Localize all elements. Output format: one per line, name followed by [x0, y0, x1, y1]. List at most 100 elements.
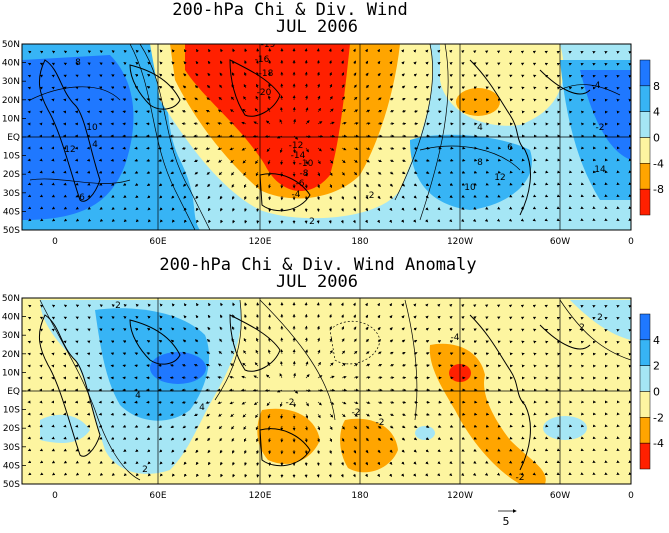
y-tick-label: 10N: [2, 368, 20, 378]
contour-label: -2: [516, 473, 525, 483]
contour-label: 6: [79, 193, 85, 203]
contour-label: 4: [92, 140, 98, 150]
contour-label: -2: [376, 418, 385, 428]
contour-label: -20: [257, 88, 272, 98]
colorbar-swatch: [640, 112, 650, 138]
x-tick-label: 120E: [249, 237, 272, 247]
panel2-subtitle: JUL 2006: [276, 272, 358, 292]
x-tick-label: 60E: [149, 237, 166, 247]
contour-label: 10: [464, 183, 476, 193]
contour-label: 12: [494, 173, 505, 183]
contour-label: 8: [477, 158, 483, 168]
y-tick-label: 50N: [2, 294, 20, 304]
y-tick-label: 20N: [2, 350, 20, 360]
contour-label: -2: [352, 408, 361, 418]
contour-label: 12: [64, 145, 75, 155]
x-tick-label: 120W: [447, 237, 473, 247]
y-tick-label: 30S: [3, 189, 20, 199]
y-tick-label: 50N: [2, 40, 20, 50]
contour-label: 4: [135, 391, 141, 401]
contour-label: 2: [115, 301, 121, 311]
reference-vector-label: 5: [503, 515, 510, 528]
contour-label: -16: [255, 55, 270, 65]
colorbar-swatch: [640, 163, 650, 189]
contour-label: 2: [309, 217, 315, 227]
colorbar-label: 2: [653, 360, 660, 373]
y-tick-label: 50S: [3, 226, 20, 236]
colorbar-swatch: [640, 60, 650, 86]
y-tick-label: 20S: [3, 424, 20, 434]
colorbar-label: 8: [653, 80, 660, 93]
y-tick-label: 40S: [3, 461, 20, 471]
y-tick-label: 10S: [3, 152, 20, 162]
x-tick-label: 0: [628, 491, 634, 501]
x-tick-label: 120E: [249, 491, 272, 501]
contour-label: -2: [366, 191, 375, 201]
reference-vector: 5: [498, 511, 516, 528]
contour-label: -10: [299, 159, 314, 169]
colorbar-swatch: [640, 366, 650, 392]
colorbar-label: 0: [653, 386, 660, 399]
colorbar-label: -4: [653, 437, 664, 450]
x-tick-label: 60W: [550, 237, 570, 247]
colorbar-label: -8: [653, 183, 664, 196]
x-tick-label: 180: [351, 237, 368, 247]
y-tick-label: 40N: [2, 59, 20, 69]
contour-label: 10: [86, 123, 98, 133]
y-tick-label: 50S: [3, 480, 20, 490]
panel2-colorbar: 4 2 0 -2 -4: [640, 314, 664, 469]
x-tick-label: 0: [628, 237, 634, 247]
x-tick-label: 60W: [550, 491, 570, 501]
panel1-map: -19-16-18-20-12-14-10-8-6-4-224681012148…: [22, 40, 631, 230]
contour-label: -12: [289, 141, 304, 151]
x-tick-label: 60E: [149, 491, 166, 501]
panel-chi-div-wind-anomaly: 200-hPa Chi & Div. Wind Anomaly JUL 2006: [2, 255, 664, 528]
y-tick-label: 30N: [2, 331, 20, 341]
contour-label: 8: [75, 58, 81, 68]
x-tick-label: 0: [52, 491, 58, 501]
colorbar-swatch: [640, 138, 650, 164]
colorbar-swatch: [640, 340, 650, 366]
y-tick-label: 30S: [3, 443, 20, 453]
panel1-colorbar: 8 4 0 -4 -8: [640, 60, 664, 215]
x-tick-label: 180: [351, 491, 368, 501]
contour-label: 4: [199, 403, 205, 413]
y-tick-label: 40S: [3, 207, 20, 217]
contour-label: -19: [261, 40, 276, 50]
colorbar-swatch: [640, 417, 650, 443]
colorbar-label: 4: [653, 106, 660, 119]
contour-label: 2: [579, 323, 585, 333]
panel-chi-div-wind: 200-hPa Chi & Div. Wind JUL 2006: [2, 0, 664, 247]
contour-label: -6: [296, 179, 305, 189]
colorbar-label: 0: [653, 132, 660, 145]
x-tick-label: 0: [52, 237, 58, 247]
contour-label: -2: [596, 123, 605, 133]
colorbar-swatch: [640, 189, 650, 215]
contour-label: -4: [592, 81, 601, 91]
y-tick-label: 10N: [2, 114, 20, 124]
contour-label: -2: [286, 398, 295, 408]
colorbar-swatch: [640, 314, 650, 340]
y-tick-label: 30N: [2, 77, 20, 87]
contour-label: 2: [597, 313, 603, 323]
x-tick-label: 120W: [447, 491, 473, 501]
colorbar-label: 4: [653, 334, 660, 347]
contour-label: -4: [292, 190, 301, 200]
contour-label: 2: [142, 465, 148, 475]
contour-label: 4: [477, 123, 483, 133]
y-tick-label: 10S: [3, 406, 20, 416]
contour-label: -8: [300, 169, 309, 179]
contour-label: -4: [451, 333, 460, 343]
contour-label: 14: [594, 165, 606, 175]
contour-label: 6: [507, 143, 513, 153]
colorbar-swatch: [640, 392, 650, 418]
y-tick-label: EQ: [7, 133, 20, 143]
colorbar-label: -4: [653, 157, 664, 170]
y-tick-label: EQ: [7, 387, 20, 397]
colorbar-label: -2: [653, 411, 664, 424]
panel2-map: 2 4 4 2 -2 -2 -2 -4 -2 2 2: [22, 298, 631, 484]
panel1-subtitle: JUL 2006: [276, 17, 358, 37]
contour-label: -18: [259, 69, 274, 79]
colorbar-swatch: [640, 443, 650, 469]
